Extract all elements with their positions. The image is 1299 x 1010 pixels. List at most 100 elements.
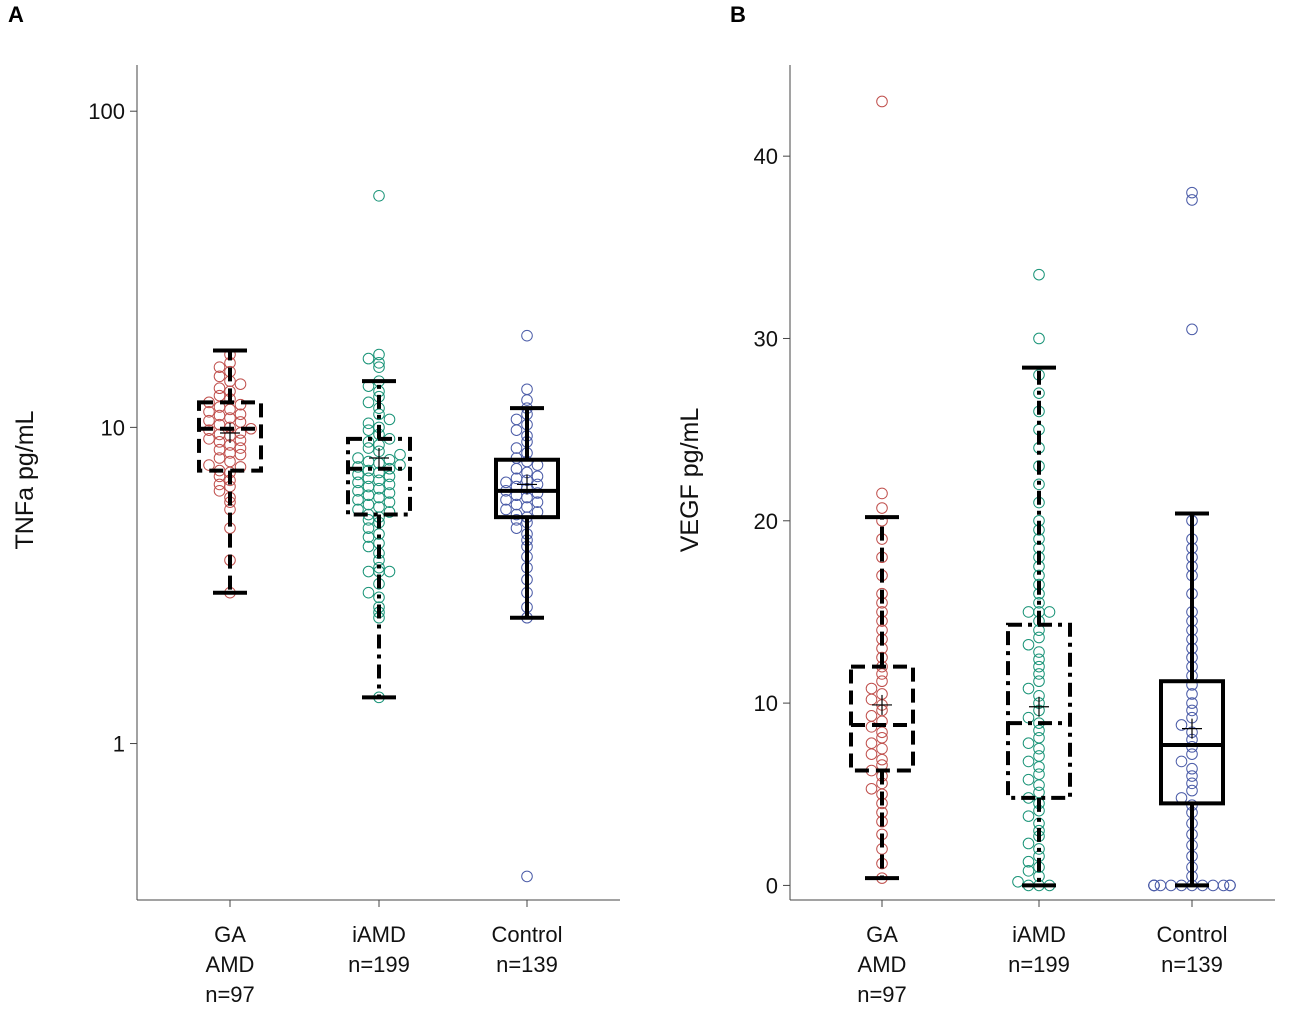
data-point bbox=[1033, 478, 1045, 491]
y-tick-label: 20 bbox=[754, 509, 778, 534]
data-point bbox=[203, 414, 215, 427]
data-point bbox=[510, 472, 523, 485]
data-point bbox=[362, 489, 375, 502]
data-point bbox=[213, 485, 226, 497]
y-tick-label: 30 bbox=[754, 326, 778, 351]
data-point bbox=[1186, 762, 1198, 775]
x-category-label: iAMD bbox=[1012, 922, 1066, 947]
data-point bbox=[1012, 875, 1024, 888]
data-point bbox=[1033, 750, 1045, 762]
data-point bbox=[362, 396, 375, 409]
data-point bbox=[362, 514, 375, 526]
y-tick-label: 100 bbox=[88, 99, 125, 124]
data-point bbox=[362, 352, 375, 365]
data-point bbox=[213, 436, 226, 448]
data-point bbox=[352, 485, 364, 497]
data-point bbox=[521, 329, 533, 342]
data-point bbox=[1217, 879, 1230, 892]
data-point bbox=[373, 408, 385, 421]
data-point bbox=[1186, 748, 1198, 760]
x-category-label: GA bbox=[214, 922, 246, 947]
data-point bbox=[362, 498, 375, 511]
data-point bbox=[1022, 855, 1035, 868]
iqr-box bbox=[849, 664, 915, 773]
data-point bbox=[213, 409, 226, 422]
data-point bbox=[865, 782, 878, 795]
x-category-label: AMD bbox=[206, 952, 255, 977]
data-point bbox=[373, 528, 385, 540]
data-point bbox=[1186, 323, 1198, 336]
data-point bbox=[1186, 784, 1198, 797]
data-point bbox=[352, 476, 364, 489]
data-point bbox=[362, 531, 375, 543]
data-point bbox=[1224, 879, 1236, 892]
data-point bbox=[362, 464, 375, 477]
data-point bbox=[1186, 186, 1198, 199]
data-point bbox=[213, 452, 226, 464]
data-point bbox=[1022, 737, 1035, 750]
data-point bbox=[234, 442, 247, 454]
x-category-label: n=199 bbox=[348, 952, 410, 977]
data-point bbox=[383, 487, 396, 499]
data-point bbox=[383, 496, 396, 508]
data-point bbox=[865, 710, 878, 722]
data-point bbox=[876, 742, 888, 755]
data-point bbox=[362, 436, 375, 448]
data-point bbox=[1033, 668, 1045, 680]
data-point bbox=[352, 494, 364, 506]
data-point bbox=[1154, 879, 1167, 892]
data-point bbox=[500, 476, 512, 489]
data-point bbox=[1148, 879, 1160, 892]
data-point bbox=[362, 472, 375, 485]
data-point bbox=[362, 480, 375, 493]
x-category-label: n=97 bbox=[857, 982, 907, 1007]
data-point bbox=[1186, 770, 1198, 782]
data-point bbox=[373, 361, 385, 373]
x-category-label: Control bbox=[1157, 922, 1228, 947]
data-point bbox=[234, 378, 247, 390]
data-point bbox=[510, 498, 523, 511]
data-point bbox=[510, 508, 523, 521]
data-point bbox=[1165, 879, 1177, 892]
data-point bbox=[1033, 742, 1045, 755]
data-point bbox=[1022, 773, 1035, 786]
data-point bbox=[213, 428, 226, 441]
data-point bbox=[383, 478, 396, 491]
data-point bbox=[865, 737, 878, 750]
panel-b-letter: B bbox=[730, 2, 746, 27]
data-point bbox=[1186, 697, 1198, 709]
data-point bbox=[1033, 786, 1045, 799]
data-point bbox=[1022, 638, 1035, 651]
data-point bbox=[1186, 777, 1198, 790]
data-point bbox=[373, 357, 385, 369]
x-category-label: n=139 bbox=[496, 952, 558, 977]
iqr-box bbox=[346, 436, 412, 517]
data-point bbox=[865, 693, 878, 706]
data-point bbox=[213, 382, 226, 395]
data-point bbox=[383, 565, 396, 578]
data-point bbox=[234, 434, 247, 447]
data-point bbox=[521, 870, 533, 883]
data-point bbox=[394, 448, 406, 461]
data-point bbox=[876, 731, 888, 744]
y-tick-label: 10 bbox=[101, 415, 125, 440]
data-point bbox=[213, 361, 226, 373]
data-point bbox=[1207, 879, 1219, 892]
data-point bbox=[383, 413, 396, 426]
data-point bbox=[1186, 704, 1198, 717]
data-point bbox=[1033, 660, 1045, 673]
iqr-box bbox=[494, 457, 560, 520]
data-point bbox=[1186, 194, 1198, 206]
iqr-box bbox=[1006, 622, 1072, 800]
data-point bbox=[1033, 731, 1045, 744]
iqr-box bbox=[197, 400, 263, 473]
data-point bbox=[510, 442, 523, 454]
data-point bbox=[373, 561, 385, 574]
data-point bbox=[865, 682, 878, 695]
y-tick-label: 1 bbox=[113, 732, 125, 757]
data-point bbox=[1022, 682, 1035, 695]
data-point bbox=[213, 401, 226, 413]
data-point bbox=[203, 406, 215, 418]
